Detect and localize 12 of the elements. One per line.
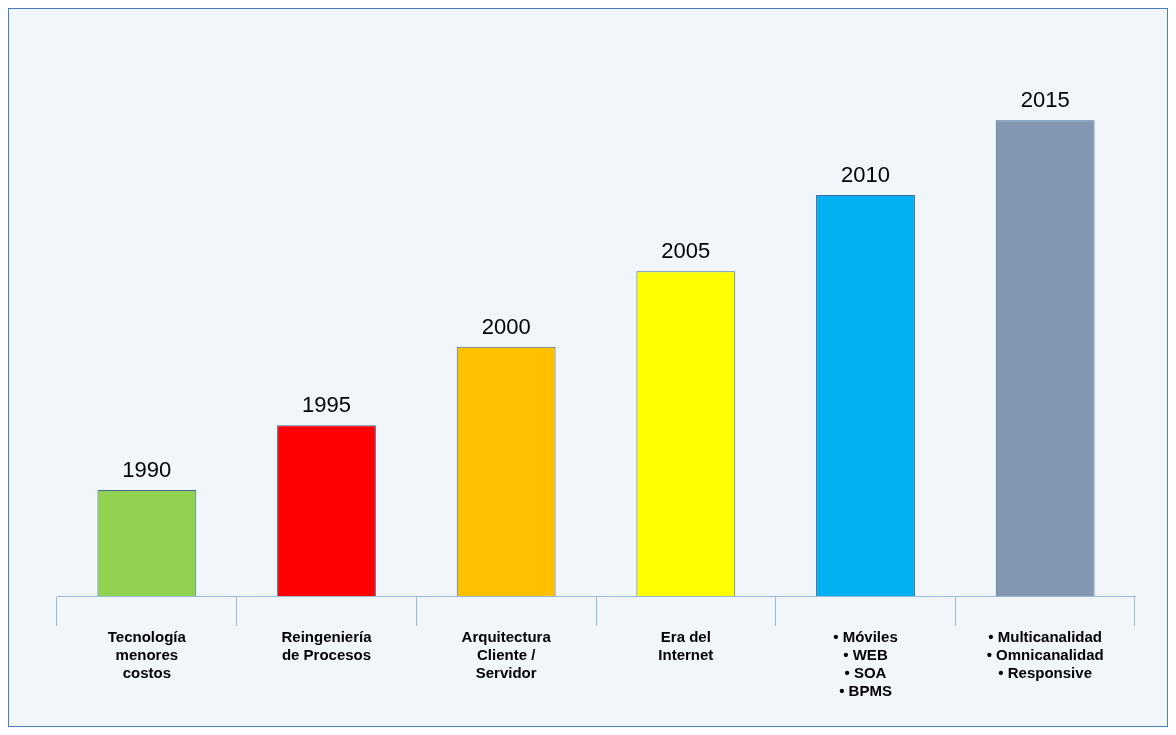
annotation: 1990 xyxy=(122,456,172,482)
annotation: 1995 xyxy=(302,392,351,418)
x-tick-label: • Multicanalidad • Omnicanalidad • Responsive xyxy=(986,628,1104,682)
x-tick-label: Arquitectura Cliente / Servidor xyxy=(461,628,552,682)
annotation: 2015 xyxy=(1020,87,1070,113)
x-tick-label: Tecnología menores costos xyxy=(107,628,187,682)
annotation: 2005 xyxy=(661,238,711,264)
annotation: 2000 xyxy=(481,313,531,339)
x-tick-label: Era del Internet xyxy=(658,628,714,664)
annotation: 2010 xyxy=(841,162,890,188)
x-tick-label: Reingeniería de Procesos xyxy=(281,628,373,664)
x-tick-label: • Móviles • WEB • SOA • BPMS xyxy=(833,628,898,700)
